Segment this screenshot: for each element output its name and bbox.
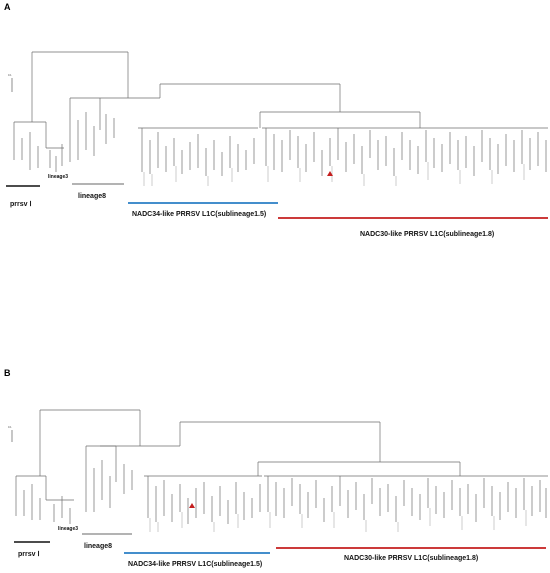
nadc34-label: NADC34-like PRRSV L1C(sublineage1.5) [128,561,262,568]
triangle-marker-icon [189,503,195,508]
leaf-labels [149,508,527,532]
triangle-marker-icon [327,171,333,176]
panel-b: B 0.1 prrsv Ⅰ lineage3 lineage8 NADC34-l… [0,286,550,573]
lineage3-label: lineage3 [58,526,78,532]
panel-a: A 0.1 prrsv Ⅰ lineage3 lineage8 NADC34-l… [0,0,550,286]
nadc34-label: NADC34-like PRRSV L1C(sublineage1.5) [132,211,266,218]
panel-label: A [4,2,11,12]
panel-label: B [4,368,11,378]
phylogenetic-tree-b: 0.1 prrsv Ⅰ lineage3 lineage8 NADC34-lik… [8,409,548,568]
nadc30-label: NADC30-like PRRSV L1C(sublineage1.8) [344,555,478,562]
leaf-labels [143,162,525,186]
phylogenetic-tree-a: 0.1 prrsv Ⅰ lineage3 lineage8 NADC34-lik… [6,51,548,238]
lineage8-label: lineage8 [84,543,112,550]
lineage8-label: lineage8 [78,193,106,200]
prrsv-label: prrsv Ⅰ [18,550,40,558]
prrsv-label: prrsv Ⅰ [10,200,32,208]
nadc30-label: NADC30-like PRRSV L1C(sublineage1.8) [360,231,494,238]
scale-bar-label: 0.1 [8,425,12,429]
scale-bar-label: 0.1 [8,73,12,77]
lineage3-label: lineage3 [48,174,68,180]
